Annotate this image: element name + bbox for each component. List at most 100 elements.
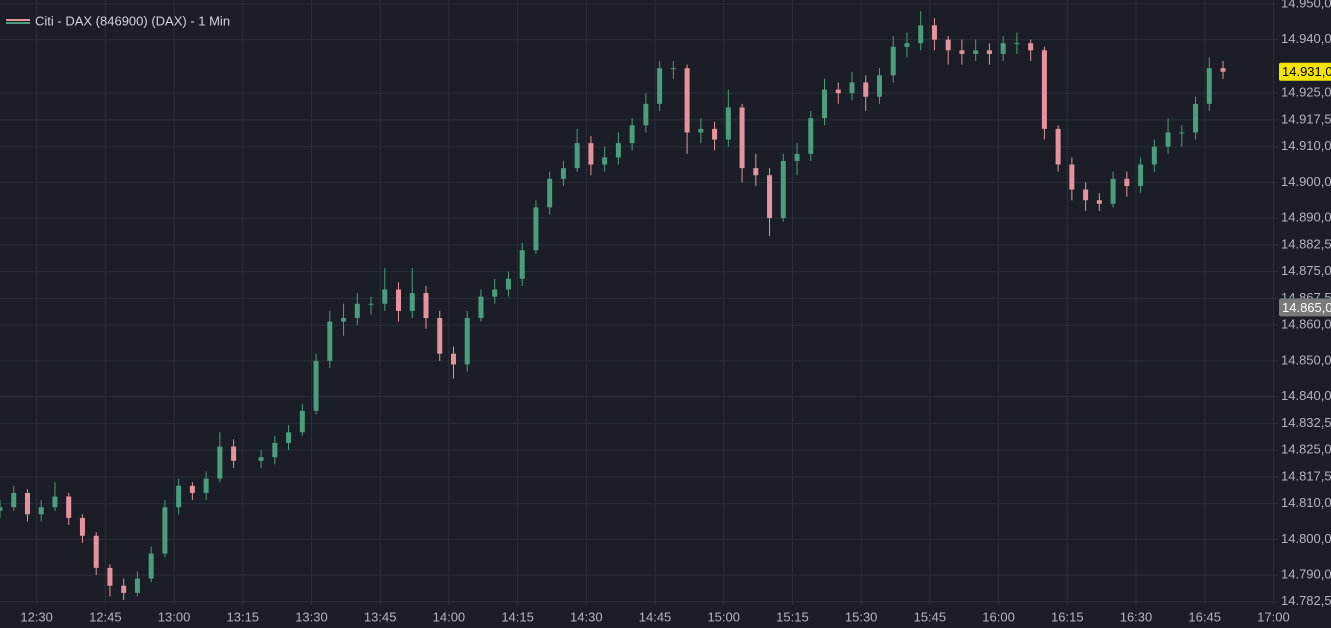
candle-body — [863, 82, 869, 97]
y-tick-label: 14.782,5 — [1281, 593, 1331, 608]
x-tick-label: 15:45 — [914, 609, 947, 624]
candle-body — [478, 296, 484, 319]
candle-body — [382, 289, 388, 304]
candle-body — [931, 25, 937, 40]
candle-body — [1014, 43, 1020, 45]
candle-body — [38, 507, 44, 515]
candle-body — [698, 128, 704, 133]
x-tick-label: 14:15 — [501, 609, 534, 624]
candle-body — [780, 160, 786, 219]
candle-body — [918, 25, 924, 44]
candle-body — [107, 567, 113, 586]
candle-body — [519, 250, 525, 279]
price-label: 14.865,0 — [1282, 300, 1331, 315]
candle-body — [313, 360, 319, 411]
candle-body — [1055, 128, 1061, 165]
candle-body — [945, 39, 951, 51]
candle-body — [808, 118, 814, 154]
candle-body — [835, 89, 841, 94]
y-tick-label: 14.832,5 — [1281, 415, 1331, 430]
candle-body — [1179, 132, 1185, 134]
y-tick-label: 14.800,0 — [1281, 531, 1331, 546]
candle-body — [1069, 164, 1075, 190]
y-tick-label: 14.940,0 — [1281, 31, 1331, 46]
x-tick-label: 13:15 — [227, 609, 260, 624]
candle-body — [162, 507, 168, 554]
candle-body — [327, 321, 333, 361]
candle-body — [66, 496, 72, 518]
y-tick-label: 14.925,0 — [1281, 85, 1331, 100]
x-tick-label: 14:45 — [639, 609, 672, 624]
candle-body — [464, 318, 470, 365]
candle-body — [560, 168, 566, 179]
x-tick-label: 16:15 — [1051, 609, 1084, 624]
candle-body — [547, 178, 553, 208]
y-tick-label: 14.810,0 — [1281, 495, 1331, 510]
candle-body — [657, 68, 663, 104]
candle-body — [1165, 132, 1171, 147]
candle-body — [217, 446, 223, 479]
y-tick-label: 14.950,0 — [1281, 0, 1331, 10]
y-tick-label: 14.900,0 — [1281, 174, 1331, 189]
candle-body — [1220, 68, 1226, 72]
x-tick-label: 16:30 — [1120, 609, 1153, 624]
candle-body — [1206, 68, 1212, 104]
x-tick-label: 16:45 — [1188, 609, 1221, 624]
candle-body — [1193, 103, 1199, 133]
y-tick-label: 14.875,0 — [1281, 263, 1331, 278]
candle-body — [450, 353, 456, 365]
candle-body — [409, 293, 415, 311]
x-tick-label: 13:00 — [158, 609, 191, 624]
candle-body — [712, 128, 718, 140]
y-tick-label: 14.890,0 — [1281, 210, 1331, 225]
y-tick-label: 14.917,5 — [1281, 111, 1331, 126]
candle-body — [1138, 164, 1144, 186]
candle-body — [959, 50, 965, 54]
candle-body — [615, 143, 621, 158]
x-tick-label: 16:00 — [982, 609, 1015, 624]
y-tick-label: 14.817,5 — [1281, 468, 1331, 483]
candle-body — [1151, 146, 1157, 165]
candle-body — [533, 207, 539, 251]
x-tick-label: 12:45 — [89, 609, 122, 624]
candle-body — [24, 492, 30, 515]
candle-body — [354, 303, 360, 319]
y-tick-label: 14.840,0 — [1281, 388, 1331, 403]
candle-body — [1124, 178, 1130, 186]
candle-body — [725, 107, 731, 140]
candle-body — [1096, 200, 1102, 204]
candle-body — [670, 68, 676, 70]
candles — [0, 11, 1226, 601]
candle-body — [134, 578, 140, 593]
y-tick-label: 14.910,0 — [1281, 138, 1331, 153]
x-tick-label: 15:00 — [707, 609, 740, 624]
candle-body — [904, 43, 910, 47]
candle-body — [189, 485, 195, 493]
candle-body — [1110, 178, 1116, 204]
legend-label: Citi - DAX (846900) (DAX) - 1 Min — [35, 13, 230, 28]
candle-body — [396, 289, 402, 311]
axes: 14.950,0 14.940,0 14.925,0 14.917,5 14.910,0… — [20, 0, 1331, 624]
candle-body — [753, 168, 759, 176]
candle-body — [767, 175, 773, 219]
candle-body — [203, 478, 209, 493]
candle-body — [492, 289, 498, 297]
y-tick-label: 14.860,0 — [1281, 317, 1331, 332]
price-label-box — [1279, 62, 1331, 81]
price-label: 14.931,0 — [1282, 64, 1331, 79]
x-tick-label: 17:00 — [1257, 609, 1290, 624]
candle-body — [1041, 50, 1047, 129]
y-tick-label: 14.882,5 — [1281, 236, 1331, 251]
x-tick-label: 13:45 — [364, 609, 397, 624]
x-tick-label: 15:15 — [776, 609, 809, 624]
candle-body — [176, 485, 182, 508]
candle-body — [890, 46, 896, 76]
candle-body — [574, 143, 580, 169]
candle-body — [602, 157, 608, 165]
candle-body — [794, 153, 800, 161]
candle-body — [148, 553, 154, 579]
candle-body — [286, 432, 292, 443]
candle-body — [299, 410, 305, 433]
candle-body — [1028, 43, 1034, 51]
